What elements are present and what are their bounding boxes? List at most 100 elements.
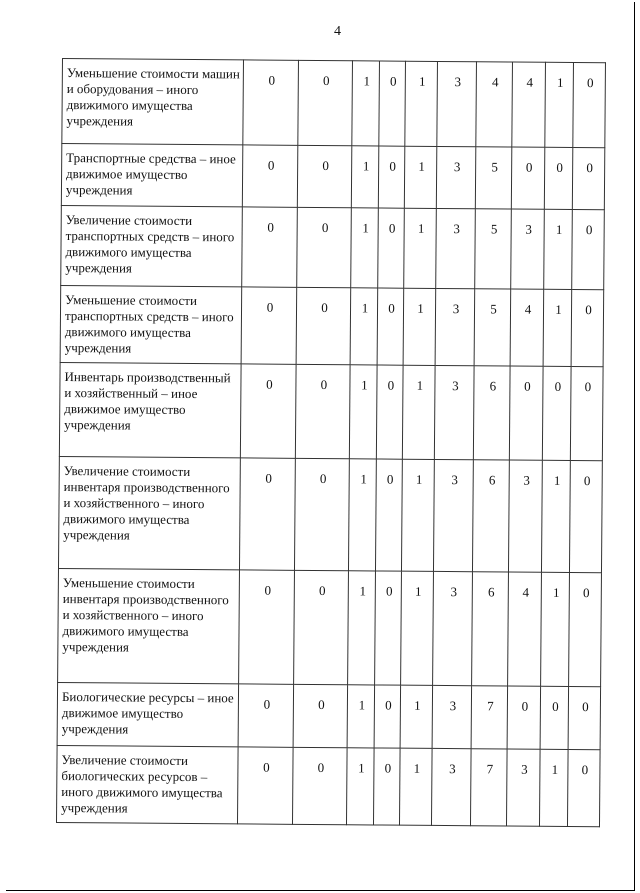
row-label: Инвентарь производственный и хозяйственн… <box>59 362 242 458</box>
code-digit: 3 <box>435 208 476 289</box>
code-digit: 1 <box>351 60 380 146</box>
code-digit: 0 <box>242 59 299 146</box>
code-digit: 1 <box>403 288 436 366</box>
code-digit: 0 <box>374 570 402 686</box>
code-digit: 3 <box>436 146 476 209</box>
code-digit: 1 <box>539 749 569 827</box>
code-digit: 0 <box>240 363 297 459</box>
code-digit: 7 <box>471 685 508 750</box>
code-digit: 0 <box>571 209 605 290</box>
code-digit: 3 <box>436 61 477 147</box>
row-label: Увеличение стоимости транспортных средст… <box>60 205 243 287</box>
code-digit: 0 <box>292 747 348 825</box>
code-digit: 0 <box>567 749 601 827</box>
code-digit: 0 <box>294 458 350 571</box>
code-digit: 0 <box>507 686 541 750</box>
code-digit: 3 <box>508 460 543 573</box>
code-digit: 0 <box>237 746 294 825</box>
code-digit: 4 <box>511 62 546 148</box>
code-digit: 5 <box>475 146 512 210</box>
code-digit: 6 <box>472 459 510 573</box>
table-row: Транспортные средства – иное движимое им… <box>61 143 605 210</box>
table-row: Увеличение стоимости биологических ресур… <box>56 745 601 827</box>
row-label: Увеличение стоимости инвентаря производс… <box>58 456 241 570</box>
code-digit: 0 <box>509 366 544 461</box>
code-digit: 0 <box>241 206 298 288</box>
table-row: Увеличение стоимости транспортных средст… <box>60 205 605 290</box>
code-digit: 0 <box>296 207 352 288</box>
code-digit: 0 <box>540 686 569 750</box>
code-digit: 0 <box>572 147 605 210</box>
code-digit: 0 <box>374 684 401 749</box>
row-label: Транспортные средства – иное движимое им… <box>61 143 243 207</box>
code-digit: 0 <box>570 366 604 461</box>
code-digit: 0 <box>572 62 606 148</box>
code-digit: 0 <box>544 147 573 210</box>
table-row: Увеличение стоимости инвентаря производс… <box>58 456 603 573</box>
scan-edge <box>6 2 635 891</box>
code-digit: 0 <box>378 145 405 209</box>
code-digit: 6 <box>473 365 511 461</box>
code-digit: 3 <box>506 749 541 827</box>
table-row: Инвентарь производственный и хозяйственн… <box>59 362 604 461</box>
table-row: Биологические ресурсы – иное движимое им… <box>57 682 601 750</box>
code-digit: 1 <box>349 364 378 459</box>
code-digit: 1 <box>350 287 378 365</box>
code-digit: 0 <box>571 289 604 367</box>
code-digit: 1 <box>351 145 379 208</box>
code-digit: 1 <box>400 685 433 749</box>
code-digit: 0 <box>511 147 545 210</box>
code-digit: 1 <box>401 459 435 572</box>
code-digit: 1 <box>350 207 379 288</box>
table-row: Уменьшение стоимости инвентаря производс… <box>57 568 602 687</box>
code-digit: 5 <box>474 208 512 290</box>
code-digit: 4 <box>475 61 513 148</box>
code-digit: 0 <box>542 366 572 461</box>
code-digit: 0 <box>376 364 404 460</box>
code-digit: 0 <box>293 684 348 748</box>
code-digit: 4 <box>507 572 542 687</box>
code-digit: 7 <box>470 748 508 827</box>
code-digit: 1 <box>541 460 571 573</box>
code-digit: 0 <box>375 458 403 572</box>
code-digit: 0 <box>241 286 297 365</box>
code-digit: 1 <box>540 572 570 687</box>
code-digit: 0 <box>295 364 351 459</box>
code-digit: 0 <box>378 60 406 147</box>
row-label: Уменьшение стоимости транспортных средст… <box>60 285 242 364</box>
page-number: 4 <box>334 24 341 39</box>
code-digit: 0 <box>238 683 294 748</box>
code-digit: 0 <box>242 144 298 208</box>
code-digit: 0 <box>568 686 601 750</box>
code-digit: 1 <box>348 458 377 571</box>
code-digit: 0 <box>297 145 352 208</box>
code-digit: 4 <box>510 289 544 367</box>
code-digit: 0 <box>373 747 401 826</box>
code-digit: 3 <box>431 748 472 826</box>
code-digit: 1 <box>402 365 436 460</box>
code-digit: 3 <box>435 288 475 366</box>
code-digit: 1 <box>543 209 573 290</box>
code-digit: 3 <box>433 459 474 572</box>
code-digit: 0 <box>296 287 351 365</box>
code-digit: 1 <box>347 684 375 748</box>
code-digit: 3 <box>510 209 545 290</box>
code-digit: 1 <box>346 747 375 825</box>
code-digit: 3 <box>432 571 473 686</box>
code-digit: 0 <box>377 207 405 289</box>
code-digit: 3 <box>434 365 475 460</box>
code-digit: 0 <box>239 457 296 571</box>
table-row: Уменьшение стоимости машин и оборудовани… <box>61 58 606 148</box>
code-digit: 1 <box>403 208 437 289</box>
code-digit: 1 <box>404 146 437 209</box>
code-digit: 1 <box>400 571 434 686</box>
code-digit: 0 <box>569 460 603 573</box>
row-label: Уменьшение стоимости инвентаря производс… <box>57 568 240 684</box>
table-row: Уменьшение стоимости транспортных средст… <box>60 285 604 367</box>
code-digit: 3 <box>432 685 472 749</box>
accounts-table: Уменьшение стоимости машин и оборудовани… <box>56 58 606 827</box>
code-digit: 0 <box>293 570 349 685</box>
row-label: Увеличение стоимости биологических ресур… <box>56 745 239 824</box>
code-digit: 1 <box>347 570 376 685</box>
code-digit: 0 <box>377 287 404 366</box>
